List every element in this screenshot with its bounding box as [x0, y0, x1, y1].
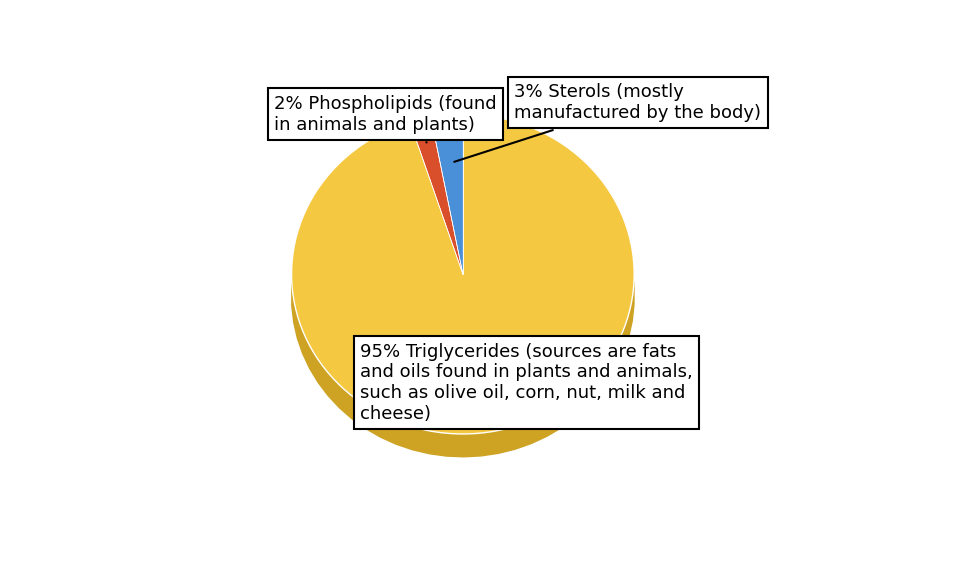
Text: 2% Phospholipids (found
in animals and plants): 2% Phospholipids (found in animals and p…	[275, 95, 497, 142]
Polygon shape	[292, 114, 635, 434]
Polygon shape	[292, 282, 634, 457]
Polygon shape	[431, 114, 463, 274]
Text: 3% Sterols (mostly
manufactured by the body): 3% Sterols (mostly manufactured by the b…	[454, 83, 761, 162]
Polygon shape	[410, 117, 463, 274]
Text: 95% Triglycerides (sources are fats
and oils found in plants and animals,
such a: 95% Triglycerides (sources are fats and …	[360, 343, 693, 423]
